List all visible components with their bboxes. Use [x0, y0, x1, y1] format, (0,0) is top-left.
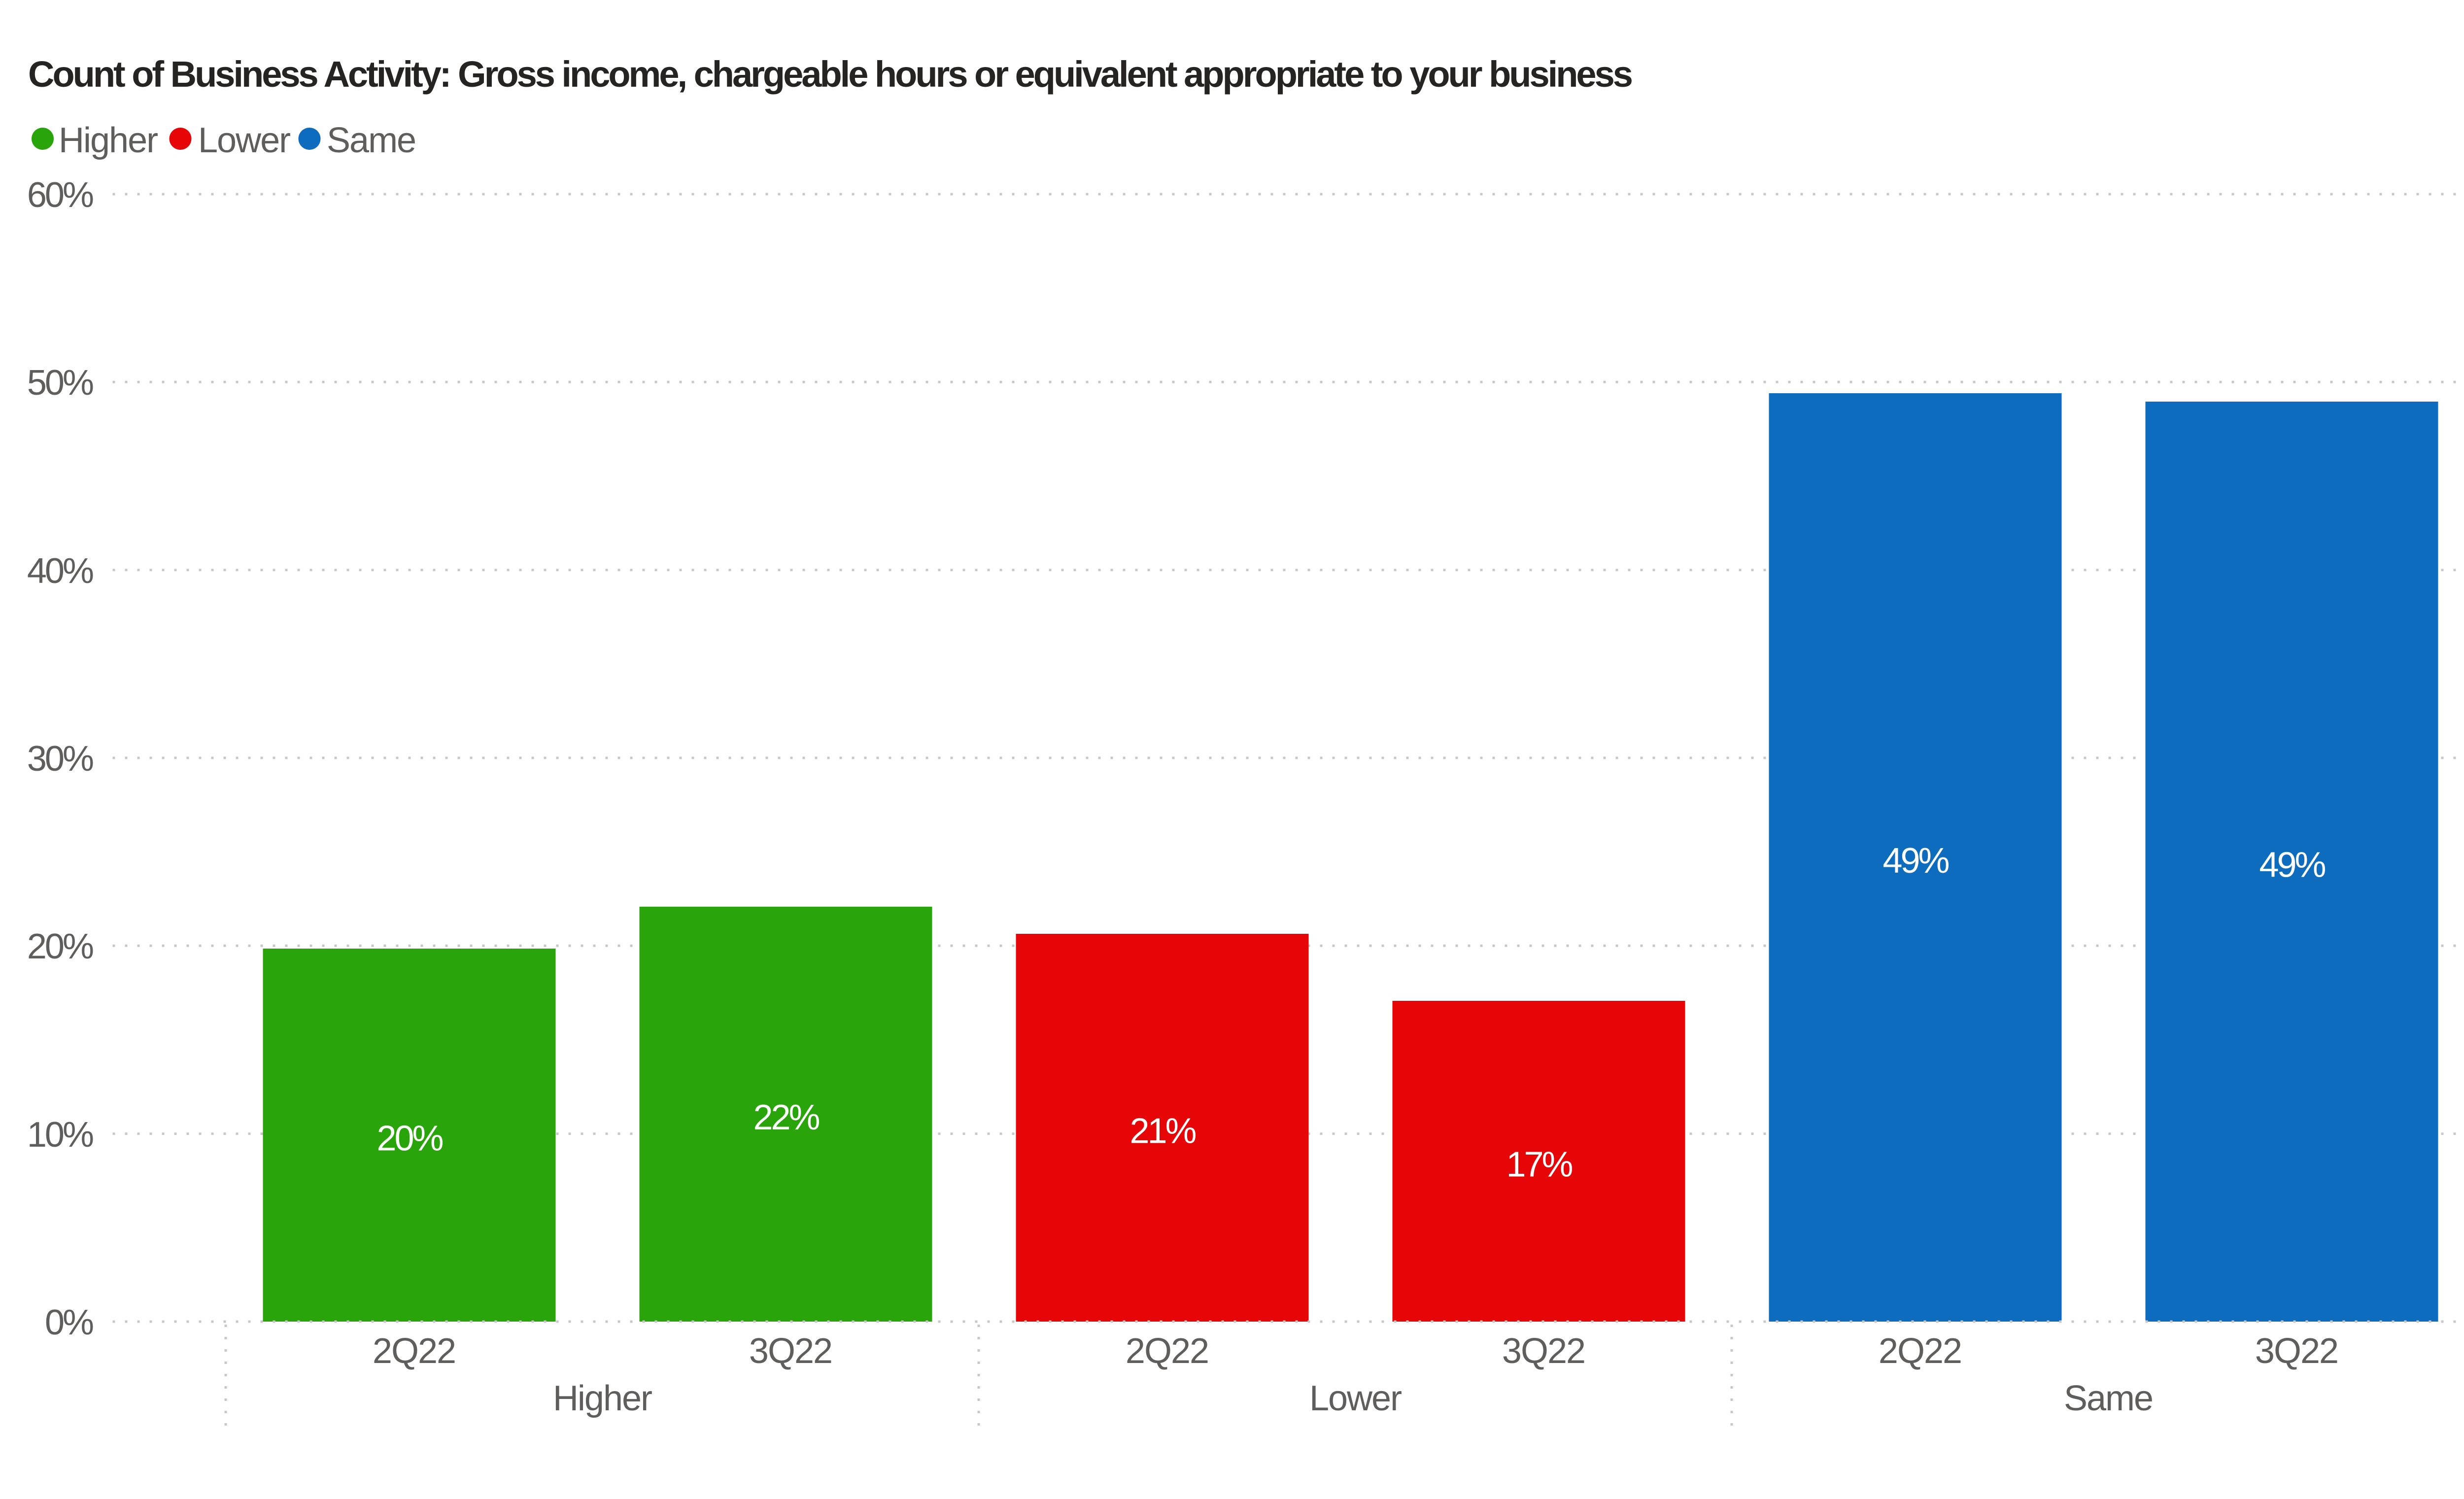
svg-text:2Q22: 2Q22 [1879, 1331, 1961, 1371]
svg-text:2Q22: 2Q22 [373, 1331, 455, 1371]
svg-text:3Q22: 3Q22 [2255, 1331, 2338, 1371]
svg-text:22%: 22% [753, 1098, 819, 1137]
svg-text:20%: 20% [376, 1119, 443, 1158]
svg-text:Lower: Lower [198, 121, 290, 160]
svg-text:60%: 60% [27, 175, 93, 215]
svg-text:Count of Business Activity: Gr: Count of Business Activity: Gross income… [28, 54, 1632, 95]
svg-text:21%: 21% [1129, 1112, 1196, 1151]
svg-text:Lower: Lower [1309, 1379, 1402, 1418]
svg-text:20%: 20% [27, 927, 93, 966]
svg-text:30%: 30% [27, 739, 93, 779]
svg-text:17%: 17% [1506, 1145, 1572, 1185]
svg-text:50%: 50% [27, 363, 93, 403]
svg-text:Same: Same [327, 121, 415, 160]
svg-text:10%: 10% [27, 1115, 93, 1155]
svg-text:40%: 40% [27, 551, 93, 591]
svg-text:49%: 49% [2259, 846, 2325, 885]
svg-text:Higher: Higher [553, 1379, 652, 1418]
svg-text:Higher: Higher [59, 121, 158, 160]
svg-text:3Q22: 3Q22 [1502, 1331, 1585, 1371]
svg-text:2Q22: 2Q22 [1126, 1331, 1208, 1371]
svg-text:Same: Same [2064, 1379, 2153, 1418]
svg-text:49%: 49% [1882, 841, 1949, 881]
svg-text:3Q22: 3Q22 [749, 1331, 832, 1371]
svg-text:0%: 0% [45, 1303, 93, 1342]
